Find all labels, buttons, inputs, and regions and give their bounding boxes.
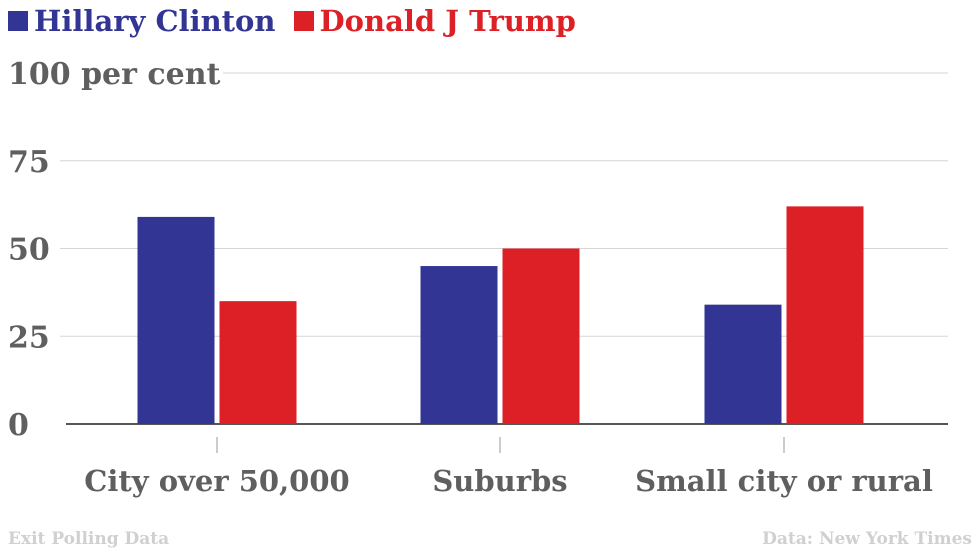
legend-swatch-clinton <box>8 11 28 31</box>
legend-item-trump: Donald J Trump <box>293 4 576 38</box>
y-tick-label: 0 <box>8 408 29 443</box>
bar-trump <box>786 206 864 424</box>
bar-clinton <box>704 304 782 424</box>
bar-trump <box>502 248 580 424</box>
y-tick-label: 25 <box>8 320 50 355</box>
y-tick-label: 100 per cent <box>8 57 221 92</box>
legend-swatch-trump <box>293 11 314 31</box>
legend-item-clinton: Hillary Clinton <box>8 4 276 38</box>
y-tick-label: 75 <box>8 145 50 180</box>
legend-label-trump: Donald J Trump <box>319 4 576 38</box>
y-tick-label: 50 <box>8 233 50 268</box>
x-tick-label: Suburbs <box>432 464 567 498</box>
bar-trump <box>219 301 297 424</box>
x-tick-label: Small city or rural <box>635 464 933 498</box>
legend-label-clinton: Hillary Clinton <box>34 4 276 38</box>
bar-clinton <box>137 216 215 424</box>
legend: Hillary Clinton Donald J Trump <box>8 4 594 38</box>
footer-right: Data: New York Times <box>762 529 972 549</box>
footer-left: Exit Polling Data <box>8 529 170 549</box>
x-tick-label: City over 50,000 <box>84 464 349 498</box>
bar-clinton <box>420 266 498 424</box>
